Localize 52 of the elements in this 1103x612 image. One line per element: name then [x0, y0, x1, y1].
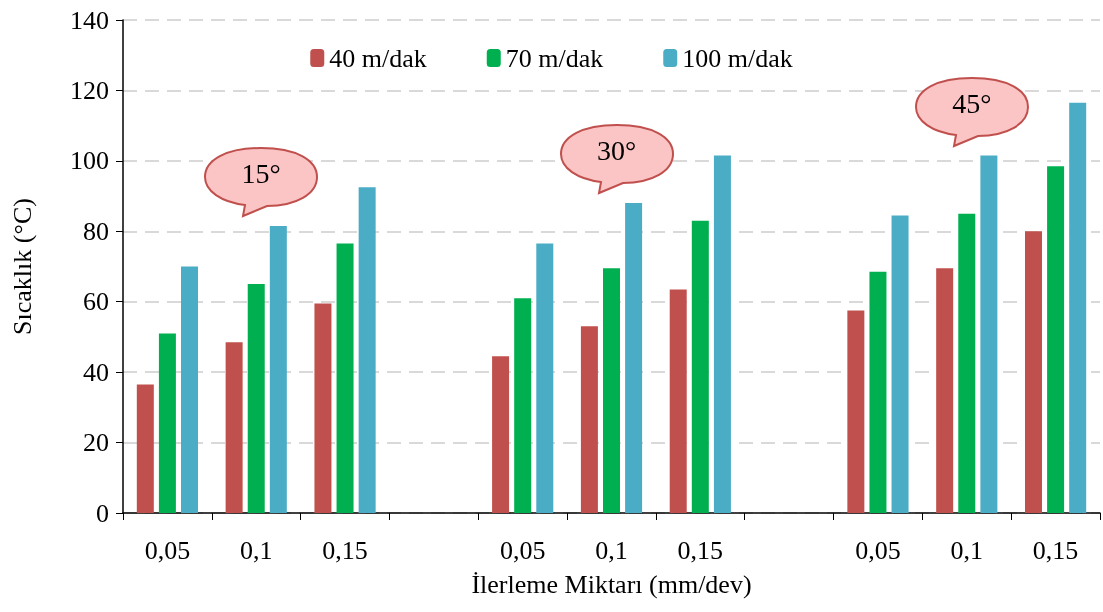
x-tick-label: 0,05 [855, 535, 901, 565]
y-axis-title: Sıcaklık (°C) [7, 198, 37, 335]
bar [269, 226, 287, 513]
bar [225, 342, 243, 513]
bar [1047, 166, 1065, 513]
legend-label: 70 m/dak [505, 43, 604, 73]
bar [1069, 102, 1087, 513]
x-axis-title: İlerleme Miktarı (mm/dev) [471, 569, 752, 599]
bar [625, 203, 643, 513]
bar [336, 243, 354, 513]
bar [869, 271, 887, 513]
y-tick-label: 120 [70, 75, 109, 105]
legend-label: 100 m/dak [682, 43, 793, 73]
y-tick-label: 60 [83, 287, 109, 317]
y-tick-label: 100 [70, 146, 109, 176]
x-tick-label: 0,15 [677, 535, 724, 565]
x-tick-label: 0,1 [239, 535, 273, 565]
bar [247, 284, 265, 513]
x-tick-label: 0,05 [144, 535, 191, 565]
bar [980, 155, 998, 513]
y-tick-label: 0 [96, 498, 109, 528]
x-tick-label: 0,1 [950, 535, 984, 565]
y-tick-label: 140 [70, 5, 109, 35]
bar [936, 268, 954, 513]
x-tick-label: 0,05 [499, 535, 546, 565]
bar [492, 356, 510, 513]
annotation: 15° [240, 158, 282, 190]
x-tick-label: 0,15 [322, 535, 368, 565]
bar [514, 298, 532, 513]
bar [136, 384, 154, 513]
y-tick-label: 40 [83, 357, 109, 387]
bar [891, 215, 909, 513]
annotation: 45° [951, 87, 993, 120]
bar [181, 266, 199, 513]
legend-label: 40 m/dak [329, 43, 427, 73]
bar [536, 243, 554, 513]
x-tick-label: 0,15 [1032, 535, 1079, 565]
bar [358, 187, 376, 513]
bar [580, 326, 598, 513]
bar [691, 220, 709, 513]
bar [847, 310, 865, 513]
bar [713, 155, 731, 513]
annotation: 30° [595, 135, 638, 168]
y-tick-label: 20 [83, 428, 109, 458]
y-tick-label: 80 [83, 216, 109, 246]
bar [158, 333, 176, 513]
bar [958, 213, 976, 513]
bar [669, 289, 687, 513]
x-tick-label: 0,1 [595, 535, 628, 565]
bar [603, 268, 620, 513]
bar [1024, 231, 1042, 513]
bar [314, 303, 332, 513]
